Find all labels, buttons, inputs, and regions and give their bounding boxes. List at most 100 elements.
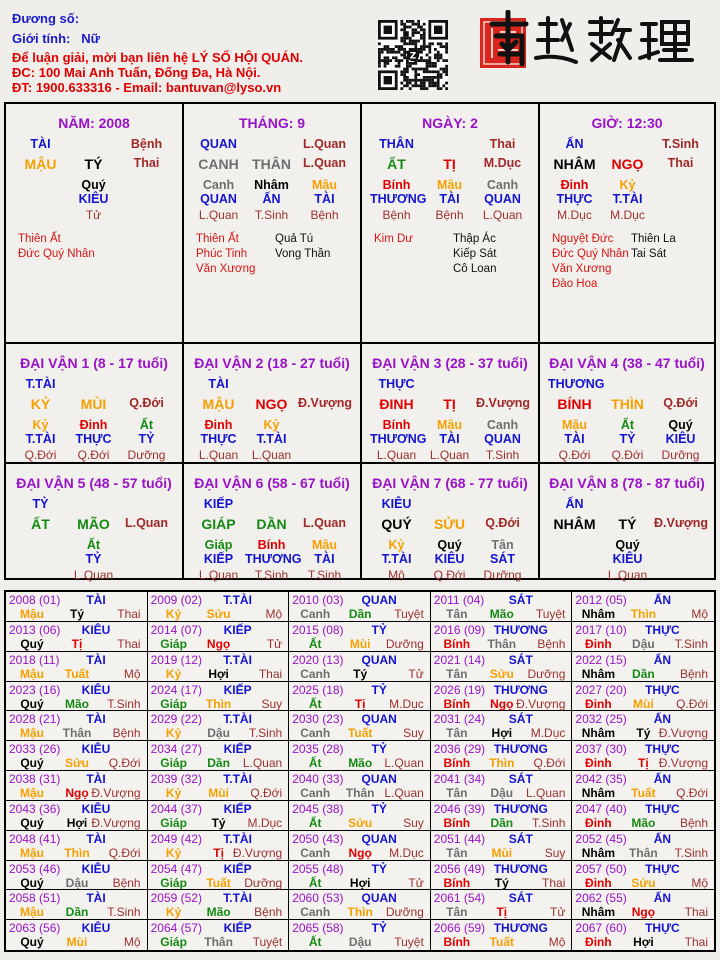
god-row: TÀI Bệnh [14,137,173,151]
hidden-life-stage [654,568,707,582]
earthly-branch: Hợi [491,726,513,741]
heavenly-stem: GIÁP [201,516,236,532]
bad-stars: Thiên La Tai Sát [631,232,676,262]
year-age: 2057 (50) [575,861,627,876]
hidden-stem: Bính [257,538,286,552]
earthly-branch: Thân [62,726,92,741]
year-age: 2008 (01) [9,593,61,607]
earthly-branch: Thìn [630,607,657,621]
top-stage: T.Sinh [662,137,699,151]
ten-god: THỰC [645,742,680,757]
year-age: 2059 (52) [150,891,202,906]
ten-god: QUAN [361,593,397,607]
spacer [423,377,476,391]
hidden-ten-god: ẤN [262,192,281,206]
earthly-branch: Tuất [489,935,515,950]
earthly-branch: Thân [629,845,658,860]
pillar-title: GIỜ: 12:30 [591,115,663,131]
top-stage [476,497,529,511]
hidden-stages-row: L.Quan L.Quan T.Sinh [370,448,529,462]
ten-god: T.TÀI [223,712,252,727]
earthly-branch: NGỌ [255,396,288,412]
annual-cell: 2027 (20) THỰC Đinh Mùi Q.Đới [572,682,714,712]
year-age: 2051 (44) [433,831,486,846]
life-stage: Tuyệt [394,935,424,950]
life-stage: Bệnh [679,666,708,681]
ten-god: TỶ [371,682,387,697]
qr-code-icon: Z [378,20,448,90]
life-stage: Suy [544,845,566,860]
year-age: 2041 (34) [433,772,486,786]
life-stage: Thai [258,666,283,681]
life-stage: Bệnh [254,905,283,920]
year-age: 2048 (41) [9,831,61,846]
year-age: 2045 (38) [292,801,344,816]
ten-god: KIẾP [223,622,252,637]
ten-god: THƯƠNG [493,742,548,757]
hidden-stem: Đinh [560,178,589,192]
hidden-stages-row: L.Quan T.Sinh Bệnh [192,208,351,222]
spacer [601,377,654,391]
hidden-stages-row: Bệnh Bệnh L.Quan [370,208,529,222]
ten-god: TÀI [86,712,106,727]
earthly-branch: Tuất [64,666,90,681]
god-row: T.TÀI [14,377,173,391]
god-row: KIẾP [192,497,351,511]
life-stage: T.Sinh [532,815,566,830]
hidden-stem [14,178,67,192]
annual-cell: 2055 (48) TỶ Ất Hợi Tử [289,860,431,891]
annual-cell: 2016 (09) THƯƠNG Bính Thân Bệnh [430,621,573,652]
life-stage: L.Quan [242,756,283,771]
annual-cell: 2065 (58) TỶ Ất Dậu Tuyệt [289,920,431,950]
hidden-stems-row: Đinh Kỷ [192,418,351,432]
life-stage: Dưỡng [385,636,424,651]
ten-god: TÀI [30,137,51,151]
earthly-branch: Mùi [633,696,654,711]
hidden-gods-row: THƯƠNG TÀI QUAN [370,192,529,206]
life-stage: Dưỡng [385,905,424,920]
annual-cell: 2008 (01) TÀI Mậu Tý Thai [6,592,148,622]
life-stage: M.Dục [389,696,424,711]
annual-cell: 2044 (37) KIẾP Giáp Tý M.Dục [147,800,290,831]
ten-god: TÀI [86,593,106,607]
hidden-life-stage: L.Quan [198,448,239,462]
life-stage: Thai [117,636,141,651]
stem-branch-row: ẤT TỊ M.Dục [370,156,529,172]
heavenly-stem: Giáp [160,875,187,890]
heavenly-stem: Tân [446,666,468,681]
hidden-life-stage: Q.Đới [433,568,466,582]
life-stage: Q.Đới [663,396,698,410]
earthly-branch: Dần [65,905,89,920]
earthly-branch: Mão [489,607,514,621]
annual-cell: 2026 (19) THƯƠNG Bính Ngọ Đ.Vượng [430,681,573,712]
hidden-ten-god: THƯƠNG [370,192,427,206]
year-age: 2012 (05) [575,593,627,607]
hidden-ten-god: TÀI [564,432,585,446]
annual-cell: 2020 (13) QUAN Canh Tý Tử [289,651,431,682]
annual-cell: 2036 (29) THƯƠNG Bính Thìn Q.Đới [430,741,573,771]
hidden-ten-god: QUAN [484,192,521,206]
star-item: Cô Loan [453,263,497,275]
year-age: 2011 (04) [433,593,485,607]
life-stage: Q.Đới [485,516,520,530]
dai-van-cell: ĐẠI VẬN 8 (78 - 87 tuổi) ẤN NHÂM TÝ Đ.Vượng Q… [540,464,714,582]
year-age: 2058 (51) [9,891,61,906]
star-item: Đức Quý Nhân [552,248,629,260]
bad-stars: Thập Ác Kiếp Sát Cô Loan [453,232,496,277]
hidden-ten-god [654,552,707,566]
annual-cell: 2009 (02) T.TÀI Kỷ Sửu Mộ [147,592,290,622]
spacer [67,137,120,151]
life-stage: Thai [117,607,141,621]
hidden-stem: Mậu [437,418,462,432]
ten-god: THỰC [378,377,415,391]
life-stage: L.Quan [302,156,347,170]
hidden-ten-god [120,192,173,206]
hidden-stems-row: Quý [14,178,173,192]
spacer [67,377,120,391]
ten-god: TỶ [371,861,387,876]
year-age: 2040 (33) [292,772,344,786]
ten-god: KIẾP [223,921,252,936]
god-row: ẤN T.Sinh [548,137,707,151]
annual-cell: 2050 (43) QUAN Canh Ngọ M.Dục [289,830,431,861]
ten-god: THỰC [645,622,680,637]
